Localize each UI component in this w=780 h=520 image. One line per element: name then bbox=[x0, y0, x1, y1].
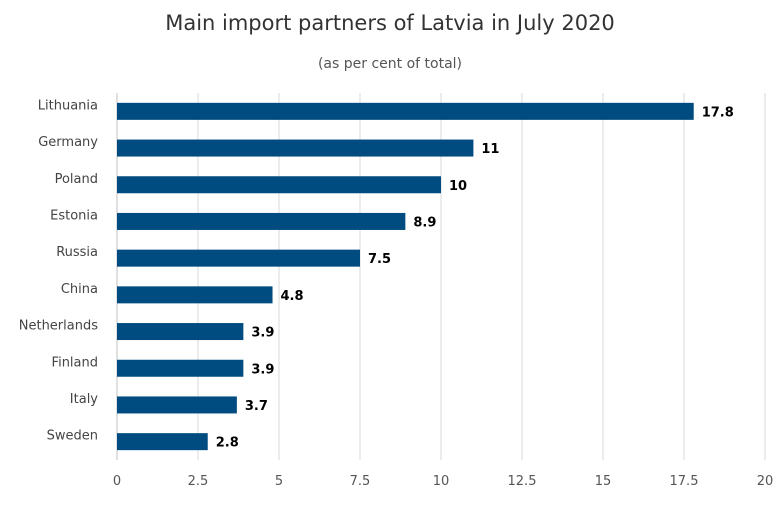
category-label: Estonia bbox=[50, 208, 98, 223]
bar bbox=[117, 102, 694, 120]
data-label: 3.9 bbox=[251, 326, 274, 341]
bar bbox=[117, 323, 244, 341]
x-tick-label: 2.5 bbox=[188, 474, 209, 489]
x-tick-label: 10 bbox=[433, 474, 450, 489]
x-tick-label: 20 bbox=[757, 474, 774, 489]
x-axis-ticks: 0 2.5 5 7.5 10 12.5 15 17.5 20 bbox=[113, 474, 773, 489]
x-tick-label: 7.5 bbox=[350, 474, 371, 489]
category-labels: Lithuania Germany Poland Estonia Russia China… bbox=[19, 98, 99, 443]
bar bbox=[117, 286, 273, 304]
bar bbox=[117, 139, 474, 157]
chart-title: Main import partners of Latvia in July 2… bbox=[165, 11, 615, 35]
category-label: Russia bbox=[56, 245, 98, 260]
x-tick-label: 0 bbox=[113, 474, 121, 489]
data-label: 17.8 bbox=[702, 105, 734, 120]
chart-subtitle: (as per cent of total) bbox=[318, 56, 462, 72]
bar bbox=[117, 433, 208, 451]
category-label: Poland bbox=[55, 172, 98, 187]
bar bbox=[117, 249, 360, 267]
bar bbox=[117, 212, 406, 230]
category-label: Finland bbox=[52, 355, 98, 370]
data-label: 3.7 bbox=[245, 399, 268, 414]
category-label: Netherlands bbox=[19, 319, 98, 334]
data-label: 2.8 bbox=[216, 436, 239, 451]
bar bbox=[117, 396, 237, 414]
x-tick-label: 5 bbox=[275, 474, 283, 489]
data-label: 7.5 bbox=[368, 252, 391, 267]
data-labels: 17.8 11 10 8.9 7.5 4.8 3.9 3.9 3.7 2.8 bbox=[216, 105, 734, 450]
x-tick-label: 15 bbox=[595, 474, 612, 489]
data-label: 11 bbox=[481, 142, 499, 157]
data-label: 4.8 bbox=[281, 289, 304, 304]
category-label: China bbox=[61, 282, 98, 297]
data-label: 3.9 bbox=[251, 362, 274, 377]
category-label: Lithuania bbox=[38, 98, 98, 113]
bar bbox=[117, 359, 244, 377]
data-label: 10 bbox=[449, 179, 467, 194]
bar bbox=[117, 176, 441, 194]
x-tick-label: 12.5 bbox=[508, 474, 537, 489]
category-label: Italy bbox=[70, 392, 99, 407]
category-label: Sweden bbox=[47, 429, 98, 444]
bars bbox=[117, 102, 694, 451]
category-label: Germany bbox=[38, 135, 98, 150]
data-label: 8.9 bbox=[413, 215, 436, 230]
x-tick-label: 17.5 bbox=[670, 474, 699, 489]
